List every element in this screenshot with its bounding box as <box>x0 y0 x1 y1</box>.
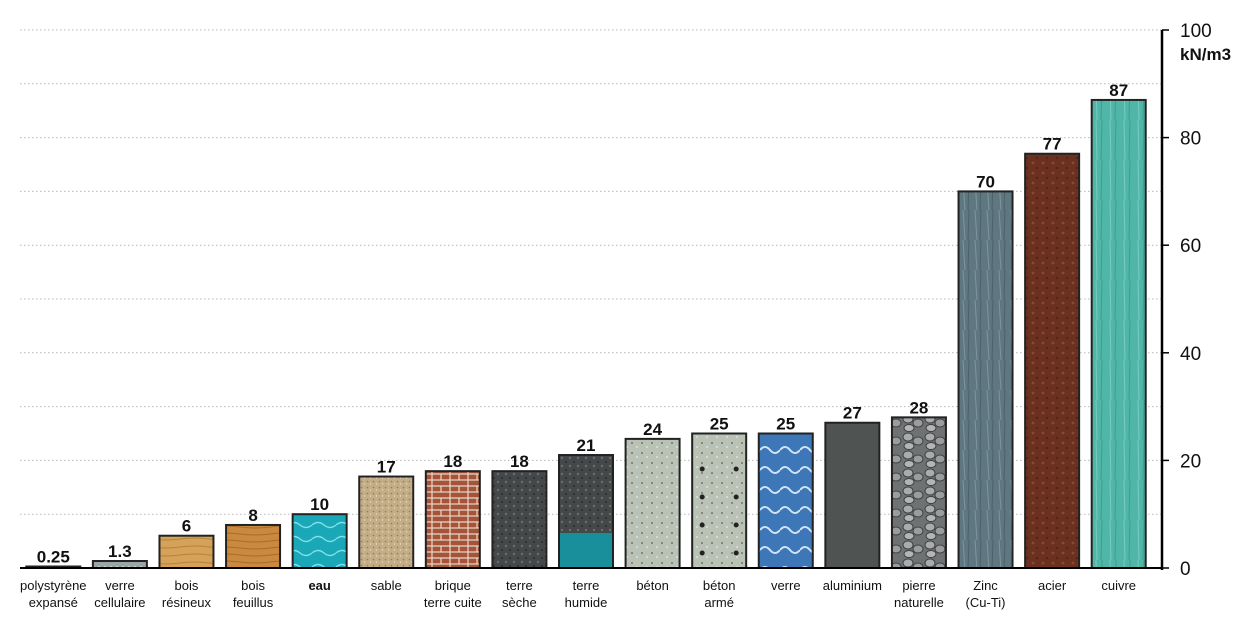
bar <box>491 470 548 569</box>
value-label: 18 <box>510 452 529 471</box>
bar <box>824 421 881 569</box>
rebar-dot <box>733 522 739 528</box>
bar <box>424 470 481 569</box>
category-label: bois <box>241 578 265 593</box>
bar <box>624 437 681 569</box>
bar <box>957 190 1014 569</box>
y-tick-label: 80 <box>1180 129 1201 150</box>
value-label: 25 <box>776 415 795 434</box>
value-label: 77 <box>1043 135 1062 154</box>
category-label: verre <box>105 578 135 593</box>
rebar-dot <box>699 466 705 472</box>
category-label: sable <box>371 578 402 593</box>
category-label: humide <box>565 595 608 610</box>
category-label: polystyrène <box>20 578 86 593</box>
value-label: 17 <box>377 458 396 477</box>
value-label: 24 <box>643 420 662 439</box>
category-label: verre <box>771 578 801 593</box>
bar <box>91 560 148 569</box>
value-label: 70 <box>976 172 995 191</box>
category-label: sèche <box>502 595 537 610</box>
category-label: naturelle <box>894 595 944 610</box>
value-label: 10 <box>310 495 329 514</box>
category-label: pierre <box>902 578 935 593</box>
category-label: expansé <box>29 595 78 610</box>
labels: 0.25 polystyrène expansé 1.3 verre cellulaire… <box>20 21 1231 610</box>
rebar-dot <box>733 494 739 500</box>
category-label: feuillus <box>233 595 274 610</box>
rebar-dot <box>733 550 739 556</box>
rebar-dot <box>699 494 705 500</box>
category-label: brique <box>435 578 471 593</box>
value-label: 27 <box>843 404 862 423</box>
value-label: 87 <box>1109 81 1128 100</box>
category-label: bois <box>175 578 199 593</box>
category-label: armé <box>704 595 734 610</box>
bar <box>1090 98 1147 569</box>
category-label: eau <box>308 578 330 593</box>
category-label: aluminium <box>823 578 882 593</box>
value-label: 28 <box>909 398 928 417</box>
category-label: (Cu-Ti) <box>966 595 1006 610</box>
category-label: acier <box>1038 578 1067 593</box>
category-label: Zinc <box>973 578 998 593</box>
category-label: cuivre <box>1101 578 1136 593</box>
category-label: résineux <box>162 595 212 610</box>
category-label: terre cuite <box>424 595 482 610</box>
value-label: 21 <box>577 436 596 455</box>
bar <box>158 534 215 569</box>
bar <box>1024 152 1081 570</box>
value-label: 8 <box>248 506 257 525</box>
unit-label: kN/m3 <box>1180 45 1231 64</box>
rebar-dot <box>699 522 705 528</box>
value-label: 18 <box>443 452 462 471</box>
category-label: terre <box>573 578 600 593</box>
y-tick-label: 60 <box>1180 236 1201 257</box>
category-label: béton <box>636 578 669 593</box>
bar <box>358 475 415 570</box>
category-label: cellulaire <box>94 595 145 610</box>
bar-water-overlay <box>560 533 612 567</box>
y-tick-label: 100 <box>1180 21 1212 42</box>
category-label: béton <box>703 578 736 593</box>
y-tick-label: 0 <box>1180 559 1191 580</box>
bar <box>890 416 947 569</box>
bars <box>25 98 1147 570</box>
bar <box>691 432 748 569</box>
rebar-dot <box>733 466 739 472</box>
bar <box>291 513 348 570</box>
bar <box>757 432 814 569</box>
value-label: 25 <box>710 415 729 434</box>
y-tick-label: 40 <box>1180 344 1201 365</box>
y-tick-label: 20 <box>1180 451 1201 472</box>
bar <box>225 523 282 570</box>
value-label: 0.25 <box>37 548 70 567</box>
category-label: terre <box>506 578 533 593</box>
y-axis <box>20 29 1169 570</box>
value-label: 6 <box>182 517 191 536</box>
rebar-dot <box>699 550 705 556</box>
value-label: 1.3 <box>108 542 132 561</box>
